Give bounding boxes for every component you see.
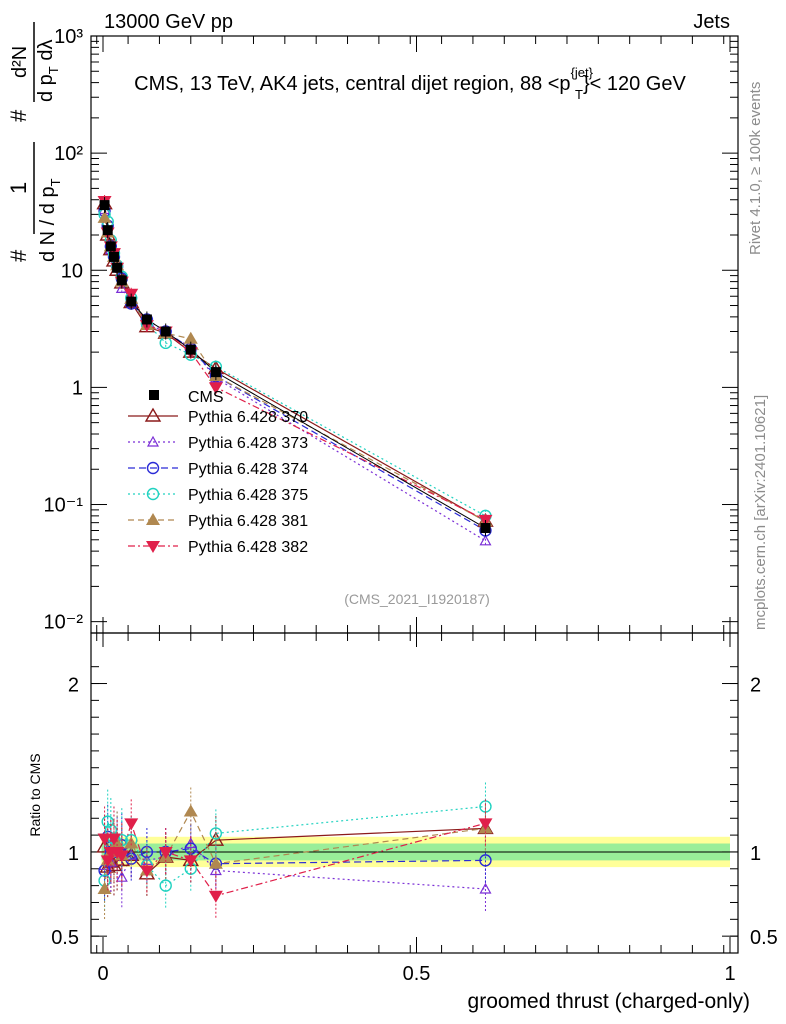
ratio-point-pythia-6-428-382 — [208, 890, 223, 903]
jets-label: Jets — [693, 11, 730, 33]
ratio-point-pythia-6-428-375 — [101, 815, 114, 828]
ratio-point-pythia-6-428-382 — [124, 818, 139, 831]
ratio-point-pythia-6-428-373 — [479, 882, 492, 894]
main-point-pythia-6-428-373 — [115, 282, 128, 294]
main-point-pythia-6-428-382 — [208, 382, 223, 395]
ylabel-hash2: # — [6, 109, 31, 122]
plot-title: CMS, 13 TeV, AK4 jets, central dijet reg… — [134, 65, 686, 102]
ratio-series-points — [96, 782, 494, 921]
ratio-point-pythia-6-428-375 — [209, 827, 223, 840]
ratio-line-pythia-6-428-373 — [104, 836, 486, 890]
ylabel-num2: d²N — [9, 46, 31, 78]
main-y-tick-label: 10 — [61, 260, 83, 282]
legend-label-pythia-6-428-381: Pythia 6.428 381 — [188, 513, 308, 530]
main-y-tick-label: 10⁻² — [44, 612, 84, 634]
data-point-cms — [112, 262, 123, 273]
main-y-tick-label: 10² — [54, 143, 83, 165]
ratio-y-tick-label: 2 — [68, 675, 79, 697]
x-tick-label: 1 — [724, 963, 735, 985]
main-point-pythia-6-428-381 — [97, 210, 112, 223]
ratio-point-pythia-6-428-382 — [100, 855, 115, 868]
legend-marker-pythia-6-428-370 — [144, 407, 162, 422]
main-series-points — [96, 195, 494, 547]
x-axis-ticks: 0 0.5 1 — [96, 36, 736, 985]
data-point-cms — [185, 344, 196, 355]
ratio-point-pythia-6-428-381 — [110, 836, 125, 849]
data-point-cms — [160, 326, 171, 337]
legend-label-cms: CMS — [188, 389, 224, 406]
rivet-label: Rivet 4.1.0, ≥ 100k events — [747, 82, 764, 255]
main-y-tick-label: 10³ — [54, 26, 83, 48]
ratio-point-pythia-6-428-382 — [183, 855, 198, 868]
main-line-cms — [104, 205, 486, 529]
main-y-tick-label: 1 — [72, 377, 83, 399]
ratio-point-pythia-6-428-381 — [183, 804, 198, 817]
main-point-pythia-6-428-381 — [183, 331, 198, 344]
data-point-cms — [210, 367, 221, 378]
main-line-pythia-6-428-374 — [103, 210, 486, 532]
legend-marker-cms — [149, 390, 159, 400]
mcplots-label: mcplots.cern.ch [arXiv:2401.10621] — [752, 395, 769, 630]
main-y-ticks: 10⁻² 10⁻¹ 1 10 10² 10³ — [44, 26, 738, 634]
legend-label-pythia-6-428-374: Pythia 6.428 374 — [188, 461, 308, 478]
x-axis-label: groomed thrust (charged-only) — [468, 990, 750, 1013]
ratio-point-pythia-6-428-381 — [124, 836, 139, 849]
legend-marker-pythia-6-428-381 — [146, 513, 160, 525]
data-point-cms — [102, 225, 113, 236]
x-tick-label: 0.5 — [403, 963, 431, 985]
data-point-cms — [126, 296, 137, 307]
data-point-cms — [99, 200, 110, 211]
ratio-point-pythia-6-428-374 — [479, 854, 492, 867]
ratio-point-pythia-6-428-382 — [478, 818, 493, 831]
x-tick-label: 0 — [97, 963, 108, 985]
ratio-y-tick-label: 0.5 — [51, 927, 79, 949]
analysis-reference: (CMS_2021_I1920187) — [344, 591, 490, 607]
ratio-plot-frame — [90, 632, 739, 954]
ylabel-den2: d pT dλ — [35, 40, 61, 102]
data-point-cms — [480, 523, 491, 534]
ratio-point-pythia-6-428-382 — [158, 846, 173, 859]
ratio-line-pythia-6-428-382 — [103, 821, 486, 897]
ratio-point-pythia-6-428-381 — [97, 882, 112, 894]
ylabel-den1: d N / d pT — [37, 178, 63, 262]
ylabel-hash1: # — [6, 249, 31, 262]
legend-marker-pythia-6-428-373 — [146, 435, 160, 447]
ratio-y-tick-label-right: 1 — [750, 843, 761, 865]
legend-label-pythia-6-428-373: Pythia 6.428 373 — [188, 435, 308, 452]
legend-label-pythia-6-428-370: Pythia 6.428 370 — [188, 409, 308, 426]
legend-marker-pythia-6-428-382 — [146, 541, 160, 553]
data-point-cms — [105, 241, 116, 252]
ratio-point-pythia-6-428-373 — [209, 864, 222, 876]
ratio-point-pythia-6-428-381 — [208, 856, 223, 869]
data-point-cms — [141, 314, 152, 325]
ratio-axis-label: Ratio to CMS — [27, 753, 43, 836]
legend-marker-pythia-6-428-375 — [146, 487, 160, 501]
ratio-y-tick-label-right: 0.5 — [750, 927, 778, 949]
ratio-point-pythia-6-428-375 — [159, 879, 172, 892]
ratio-y-tick-label: 1 — [68, 843, 79, 865]
energy-label: 13000 GeV pp — [104, 11, 233, 33]
ratio-point-pythia-6-428-382 — [139, 865, 154, 878]
legend-label-pythia-6-428-375: Pythia 6.428 375 — [188, 487, 308, 504]
ratio-line-pythia-6-428-381 — [103, 810, 486, 890]
main-point-pythia-6-428-373 — [479, 534, 492, 546]
ratio-y-ticks: 0.5 0.5 1 1 2 2 — [51, 666, 778, 949]
data-point-cms — [108, 251, 119, 262]
ylabel-num1: 1 — [6, 182, 31, 194]
ratio-y-tick-label-right: 2 — [750, 675, 761, 697]
legend-marker-pythia-6-428-374 — [146, 461, 160, 475]
legend-label-pythia-6-428-382: Pythia 6.428 382 — [188, 539, 308, 556]
data-point-cms — [116, 275, 127, 286]
ratio-line-pythia-6-428-375 — [103, 805, 486, 887]
ratio-point-pythia-6-428-382 — [114, 850, 129, 863]
legend: CMS Pythia 6.428 370 Pythia 6.428 373 Pyth… — [128, 389, 308, 556]
y-axis-label: # d N / d pT 1 # d pT dλ d²N — [6, 22, 63, 262]
main-y-tick-label: 10⁻¹ — [44, 495, 84, 517]
